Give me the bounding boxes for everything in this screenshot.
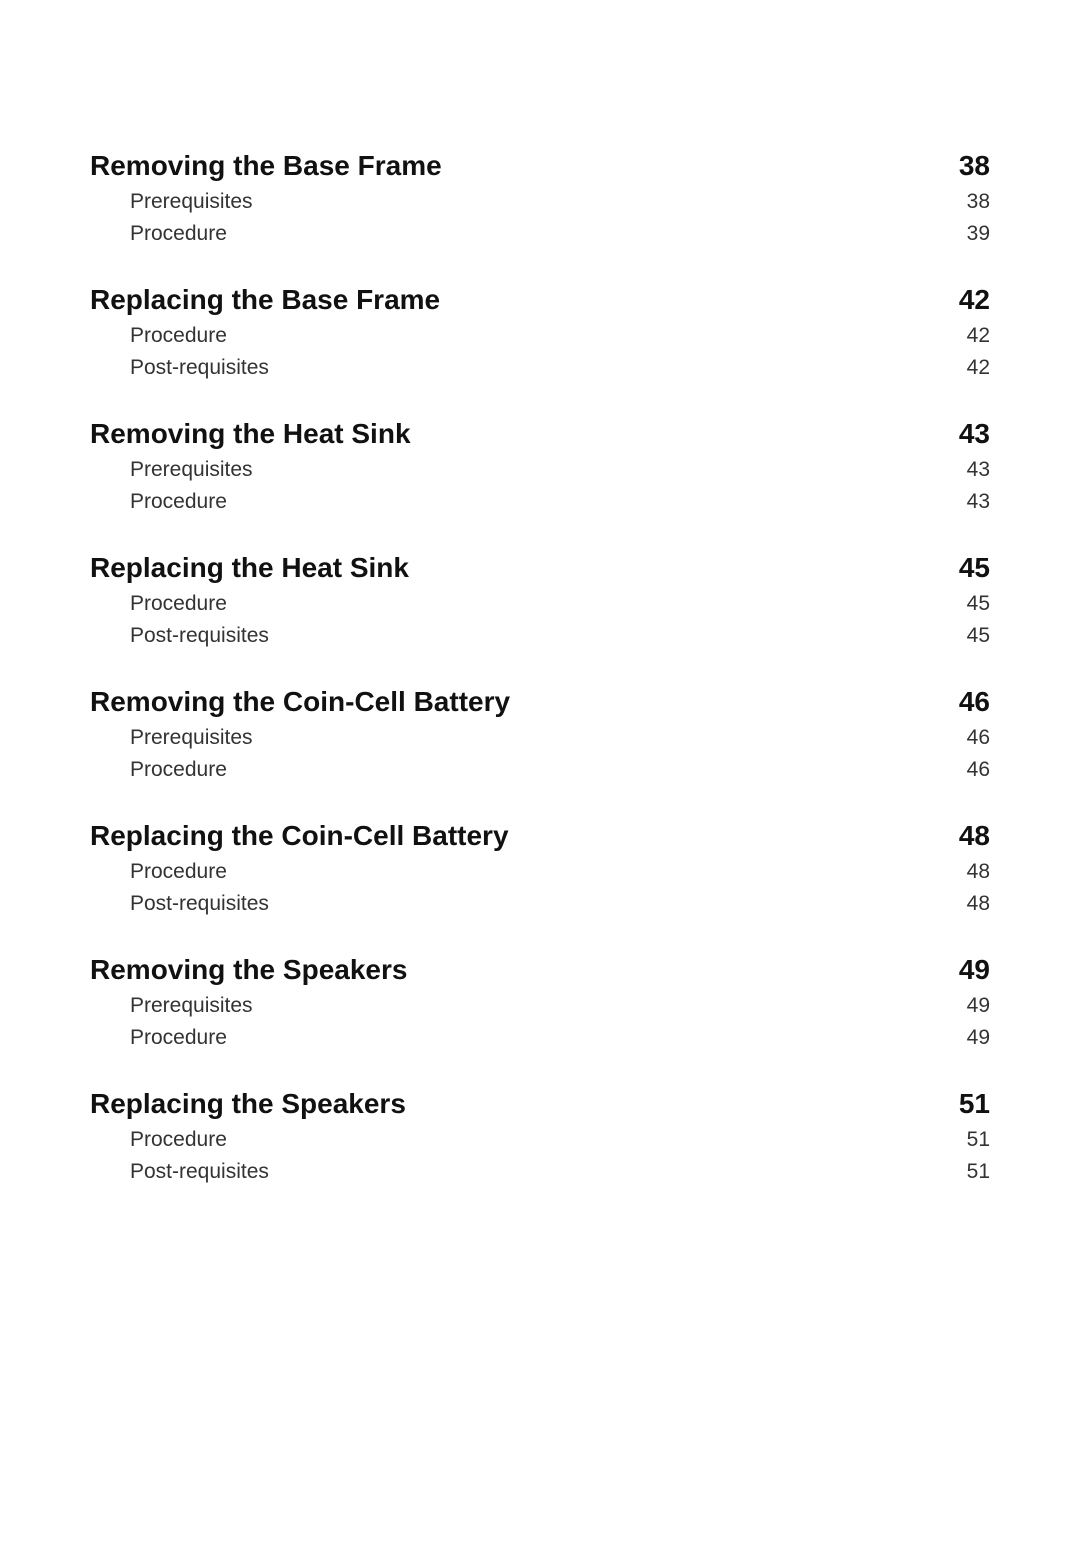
- toc-sub-title: Post-requisites: [130, 892, 269, 916]
- toc-section: Removing the Heat Sink 43 Prerequisites …: [90, 418, 990, 514]
- toc-sub-row: Post-requisites 42: [90, 356, 990, 380]
- toc-sub-title: Prerequisites: [130, 726, 253, 750]
- toc-sub-row: Procedure 49: [90, 1026, 990, 1050]
- toc-sub-title: Procedure: [130, 324, 227, 348]
- toc-sub-title: Post-requisites: [130, 1160, 269, 1184]
- toc-sub-page: 49: [967, 1026, 990, 1050]
- toc-sub-title: Prerequisites: [130, 190, 253, 214]
- toc-heading-row: Removing the Heat Sink 43: [90, 418, 990, 450]
- toc-sub-title: Procedure: [130, 222, 227, 246]
- toc-heading-title: Removing the Coin-Cell Battery: [90, 686, 510, 718]
- toc-sub-title: Procedure: [130, 860, 227, 884]
- toc-heading-page: 51: [959, 1088, 990, 1120]
- toc-sub-row: Procedure 51: [90, 1128, 990, 1152]
- toc-section: Replacing the Heat Sink 45 Procedure 45 …: [90, 552, 990, 648]
- toc-sub-title: Procedure: [130, 1026, 227, 1050]
- toc-sub-page: 43: [967, 458, 990, 482]
- toc-heading-title: Replacing the Base Frame: [90, 284, 440, 316]
- toc-heading-title: Removing the Heat Sink: [90, 418, 411, 450]
- toc-sub-title: Prerequisites: [130, 994, 253, 1018]
- toc-sub-page: 48: [967, 892, 990, 916]
- toc-sub-title: Post-requisites: [130, 624, 269, 648]
- toc-sub-page: 46: [967, 758, 990, 782]
- toc-sub-title: Prerequisites: [130, 458, 253, 482]
- toc-sub-row: Post-requisites 48: [90, 892, 990, 916]
- toc-sub-page: 39: [967, 222, 990, 246]
- toc-sub-row: Prerequisites 38: [90, 190, 990, 214]
- toc-sub-page: 51: [967, 1160, 990, 1184]
- toc-sub-page: 51: [967, 1128, 990, 1152]
- toc-section: Removing the Coin-Cell Battery 46 Prereq…: [90, 686, 990, 782]
- toc-heading-title: Removing the Base Frame: [90, 150, 442, 182]
- toc-section: Removing the Speakers 49 Prerequisites 4…: [90, 954, 990, 1050]
- toc-sub-row: Procedure 39: [90, 222, 990, 246]
- toc-sub-page: 45: [967, 592, 990, 616]
- toc-sub-row: Prerequisites 43: [90, 458, 990, 482]
- toc-sub-title: Procedure: [130, 1128, 227, 1152]
- toc-sub-page: 38: [967, 190, 990, 214]
- toc-sub-row: Post-requisites 45: [90, 624, 990, 648]
- toc-heading-page: 38: [959, 150, 990, 182]
- toc-heading-row: Removing the Coin-Cell Battery 46: [90, 686, 990, 718]
- toc-heading-page: 45: [959, 552, 990, 584]
- toc-sub-page: 46: [967, 726, 990, 750]
- toc-sub-title: Procedure: [130, 592, 227, 616]
- toc-sub-page: 49: [967, 994, 990, 1018]
- toc-heading-title: Replacing the Speakers: [90, 1088, 406, 1120]
- toc-page: Removing the Base Frame 38 Prerequisites…: [0, 0, 1080, 1184]
- toc-section: Replacing the Base Frame 42 Procedure 42…: [90, 284, 990, 380]
- toc-heading-title: Replacing the Coin-Cell Battery: [90, 820, 509, 852]
- toc-sub-page: 42: [967, 356, 990, 380]
- toc-sub-row: Post-requisites 51: [90, 1160, 990, 1184]
- toc-sub-page: 45: [967, 624, 990, 648]
- toc-heading-page: 46: [959, 686, 990, 718]
- toc-heading-row: Replacing the Coin-Cell Battery 48: [90, 820, 990, 852]
- toc-sub-page: 42: [967, 324, 990, 348]
- toc-sub-row: Procedure 46: [90, 758, 990, 782]
- toc-heading-page: 48: [959, 820, 990, 852]
- toc-heading-title: Replacing the Heat Sink: [90, 552, 409, 584]
- toc-sub-page: 43: [967, 490, 990, 514]
- toc-heading-page: 42: [959, 284, 990, 316]
- toc-sub-row: Procedure 48: [90, 860, 990, 884]
- toc-section: Replacing the Speakers 51 Procedure 51 P…: [90, 1088, 990, 1184]
- toc-heading-row: Removing the Base Frame 38: [90, 150, 990, 182]
- toc-section: Replacing the Coin-Cell Battery 48 Proce…: [90, 820, 990, 916]
- toc-section: Removing the Base Frame 38 Prerequisites…: [90, 150, 990, 246]
- toc-sub-title: Procedure: [130, 758, 227, 782]
- toc-sub-page: 48: [967, 860, 990, 884]
- toc-heading-row: Replacing the Speakers 51: [90, 1088, 990, 1120]
- toc-sub-title: Procedure: [130, 490, 227, 514]
- toc-sub-row: Procedure 42: [90, 324, 990, 348]
- toc-sub-row: Procedure 45: [90, 592, 990, 616]
- toc-heading-row: Removing the Speakers 49: [90, 954, 990, 986]
- toc-heading-page: 49: [959, 954, 990, 986]
- toc-heading-page: 43: [959, 418, 990, 450]
- toc-sub-row: Procedure 43: [90, 490, 990, 514]
- toc-sub-row: Prerequisites 46: [90, 726, 990, 750]
- toc-heading-row: Replacing the Base Frame 42: [90, 284, 990, 316]
- toc-sub-title: Post-requisites: [130, 356, 269, 380]
- toc-heading-row: Replacing the Heat Sink 45: [90, 552, 990, 584]
- toc-sub-row: Prerequisites 49: [90, 994, 990, 1018]
- toc-heading-title: Removing the Speakers: [90, 954, 407, 986]
